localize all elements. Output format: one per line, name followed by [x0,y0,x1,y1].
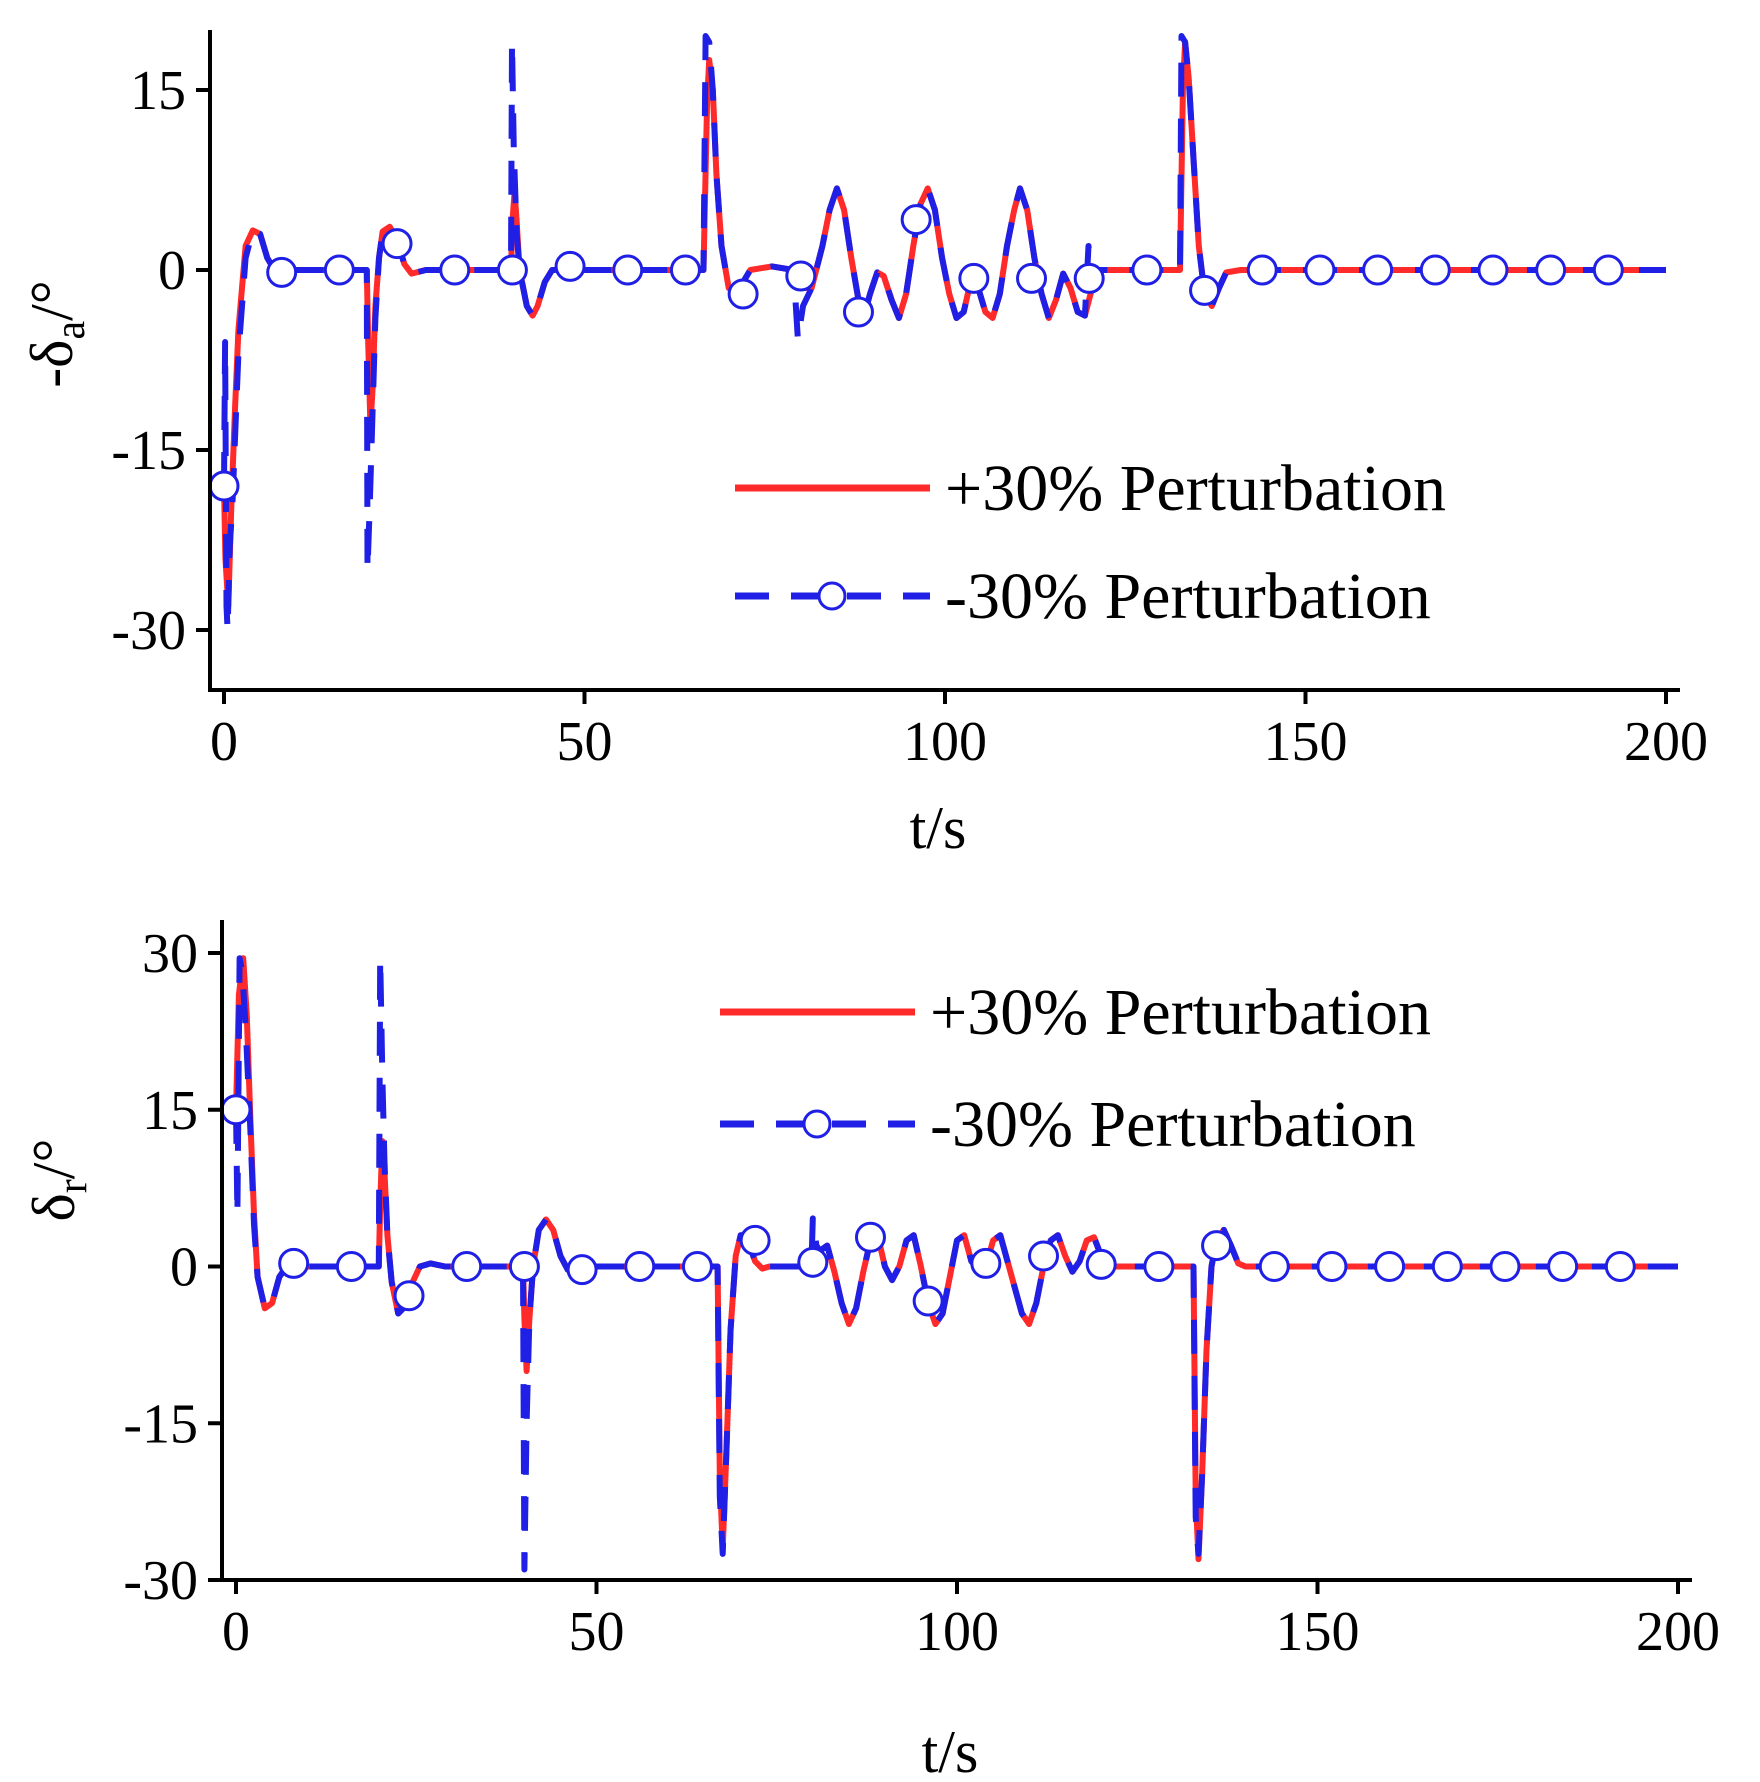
series-minus30-marker [381,228,413,260]
series-minus30-marker [1489,1251,1521,1282]
ylabel-sub: a [48,321,94,340]
x-tick-label: 100 [903,711,987,773]
series-minus30-marker [335,1251,367,1282]
aileron-legend: +30% Perturbation -30% Perturbation [735,452,1446,633]
x-tick-label: 50 [557,711,613,773]
legend-plus-label: +30% Perturbation [930,976,1431,1049]
series-minus30-marker [323,254,355,286]
series-minus30-marker [566,1254,598,1286]
series-minus30-marker [1431,1251,1463,1282]
series-minus30-marker [1189,274,1221,306]
ylabel-main: δ [21,1193,87,1221]
aileron-y-axis-title: -δa/° [19,280,94,388]
x-tick-label: 200 [1624,711,1708,773]
legend-minus-marker [817,581,847,611]
series-minus30-marker [612,254,644,286]
x-tick-label: 50 [569,1601,625,1663]
series-minus30-marker [1362,254,1394,286]
series-minus30-marker [439,254,471,286]
series-minus30-marker [451,1251,483,1282]
series-minus30-marker [508,1251,540,1282]
series-minus30-marker [554,250,586,282]
series-minus30-marker [1258,1251,1290,1282]
series-minus30-marker [1131,254,1163,286]
series-minus30-marker [1201,1230,1233,1262]
series-minus30-marker [739,1224,771,1256]
x-tick-label: 100 [915,1601,999,1663]
series-minus30-marker [1374,1251,1406,1282]
aileron-panel: 0 50 100 150 200 -30 -15 0 15 +30% Perturbation … [19,30,1708,861]
series-minus30-marker [1304,254,1336,286]
series-minus30-marker [1316,1251,1348,1282]
series-minus30-marker [1419,254,1451,286]
y-tick-label: 15 [130,60,186,122]
legend-minus-marker [802,1109,832,1139]
series-minus30-marker [1604,1251,1636,1282]
series-minus30-marker [210,470,240,502]
legend-plus-label: +30% Perturbation [945,452,1446,525]
x-tick-label: 0 [222,1601,250,1663]
series-minus30-marker [970,1247,1002,1279]
series-minus30-marker [496,254,528,286]
series-minus30-marker [1535,254,1567,286]
series-minus30-line [221,33,1666,633]
series-minus30-marker [393,1280,425,1312]
ylabel-unit: /° [21,1139,87,1180]
series-minus30-marker [842,296,874,328]
series-minus30-marker [900,204,932,236]
ylabel-unit: /° [19,280,85,321]
x-tick-label: 200 [1636,1601,1720,1663]
y-tick-label: 30 [142,923,198,985]
rudder-x-axis-title: t/s [922,1719,979,1782]
series-minus30-marker [958,262,990,294]
series-minus30-marker [1246,254,1278,286]
y-tick-label: -15 [111,420,186,482]
series-minus30-marker [785,260,817,292]
series-minus30-marker [681,1251,713,1282]
series-minus30-marker [727,278,759,310]
series-minus30-marker [1547,1251,1579,1282]
y-tick-label: -30 [111,600,186,662]
svg-text:-δa/°: -δa/° [19,280,94,388]
series-minus30-marker [278,1247,310,1279]
ylabel-main: -δ [19,340,85,388]
x-tick-label: 150 [1276,1601,1360,1663]
series-minus30-marker [266,256,298,288]
x-tick-label: 0 [210,711,238,773]
rudder-legend: +30% Perturbation -30% Perturbation [720,976,1431,1161]
legend-minus-label: -30% Perturbation [930,1088,1416,1161]
rudder-y-axis-title: δr/° [21,1139,96,1222]
series-minus30-marker [669,254,701,286]
series-minus30-line [233,955,1678,1573]
series-minus30-marker [1016,262,1048,294]
series-minus30-marker [1028,1240,1060,1272]
y-tick-label: 15 [142,1080,198,1142]
ylabel-sub: r [50,1179,96,1193]
y-tick-label: 0 [158,240,186,302]
series-minus30-marker [1073,262,1105,294]
series-minus30-marker [797,1246,829,1278]
legend-minus-label: -30% Perturbation [945,560,1431,633]
series-minus30-marker [1085,1248,1117,1280]
y-tick-label: -15 [123,1393,198,1455]
series-minus30-marker [1143,1251,1175,1282]
series-minus30-marker [1477,254,1509,286]
series-minus30-marker [222,1094,252,1126]
rudder-panel: 0 50 100 150 200 -30 -15 0 15 30 +30% Perturbatio… [21,920,1720,1782]
y-tick-label: -30 [123,1550,198,1612]
x-tick-label: 150 [1264,711,1348,773]
series-minus30-marker [854,1221,886,1253]
series-minus30-marker [1592,254,1624,286]
svg-text:δr/°: δr/° [21,1139,96,1222]
aileron-x-axis-title: t/s [910,795,967,861]
y-tick-label: 0 [170,1237,198,1299]
series-minus30-marker [624,1251,656,1282]
series-minus30-marker [912,1285,944,1317]
